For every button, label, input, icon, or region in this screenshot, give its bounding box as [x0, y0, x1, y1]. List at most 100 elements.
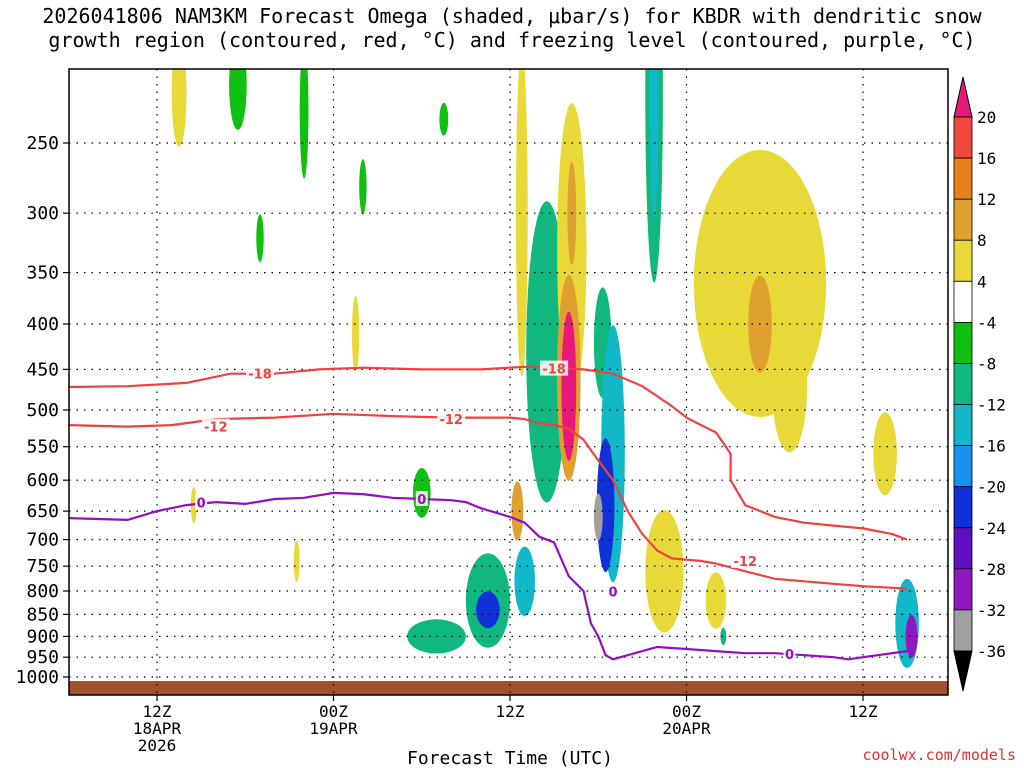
colorbar-top-arrow: [953, 76, 973, 118]
contour-0-label-bg-1: [195, 494, 208, 510]
contour-0-label-bg-2: [415, 491, 428, 506]
x-axis-label: Forecast Time (UTC): [407, 748, 613, 768]
colorbar-segment-2: [953, 157, 973, 200]
y-tick-label-750: 750: [26, 556, 59, 577]
y-tick-label-550: 550: [26, 437, 59, 458]
contour-0-label-3: 0: [608, 586, 617, 601]
colorbar-label-5: 4: [977, 272, 987, 291]
contour--18-line: [69, 365, 908, 541]
y-tick-label-500: 500: [26, 400, 59, 421]
y-tick-label-300: 300: [26, 203, 59, 224]
chart-title-line-1: 2026041806 NAM3KM Forecast Omega (shaded…: [42, 4, 982, 28]
colorbar-segment-8: [953, 404, 973, 446]
x-tick-label-42-1: 00Z: [672, 702, 701, 721]
y-tick-label-900: 900: [26, 626, 59, 647]
omega-shade-ascent-right-edge-core: [905, 615, 918, 658]
omega-shade-ascent-upper-right-core: [649, 69, 659, 221]
y-tick-label-600: 600: [26, 470, 59, 491]
contour-0-label-bg-3: [607, 583, 619, 599]
omega-shade-weak-ascent-upper-2: [256, 214, 264, 263]
credit-text: coolwx.com/models: [862, 746, 1016, 764]
x-tick-label-18-1: 00Z: [319, 702, 348, 721]
omega-shade-descent-right-mid: [771, 320, 808, 453]
pressure-axis: 2503003504004505005506006507007508008509…: [16, 133, 69, 688]
x-tick-label-30-1: 12Z: [496, 702, 525, 721]
contour--12-label-2: -12: [439, 413, 463, 428]
colorbar-segment-10: [953, 486, 973, 529]
omega-shade-ascent-low-left-core: [476, 591, 500, 629]
colorbar-segment-7: [953, 363, 973, 405]
colorbar-label-7: -8: [977, 355, 996, 374]
chart-title: 2026041806 NAM3KM Forecast Omega (shaded…: [0, 4, 1024, 52]
y-tick-label-400: 400: [26, 314, 59, 335]
contour--12-label-bg-2: [437, 411, 466, 427]
omega-shading: [171, 69, 919, 668]
contour--18-label-bg-1: [246, 365, 274, 381]
contour-0-line: [69, 491, 908, 661]
colorbar-label-14: -36: [977, 642, 1006, 661]
x-tick-label-42-2: 20APR: [662, 719, 711, 738]
y-tick-label-250: 250: [26, 133, 59, 154]
contour-0-label-4: 0: [785, 648, 794, 663]
colorbar-segment-3: [953, 198, 973, 241]
omega-shade-ascent-main-left: [526, 201, 568, 503]
colorbar-label-13: -32: [977, 601, 1006, 620]
colorbar-label-4: 8: [977, 231, 987, 250]
colorbar-segment-1: [953, 116, 973, 159]
colorbar-segment-5: [953, 280, 973, 323]
colorbar-label-12: -28: [977, 560, 1006, 579]
omega-shade-descent-lower-right-2: [705, 572, 727, 629]
contour--18-label-bg-2: [540, 360, 569, 376]
y-tick-label-850: 850: [26, 604, 59, 625]
omega-shade-weak-ascent-top-left: [229, 69, 247, 130]
y-tick-label-650: 650: [26, 501, 59, 522]
contour-0-label-bg-4: [783, 646, 796, 661]
omega-shade-ascent-right-max: [593, 493, 603, 541]
y-tick-label-950: 950: [26, 647, 59, 668]
plot-frame: [68, 68, 949, 696]
omega-shade-descent-isolated-mid: [293, 540, 300, 582]
colorbar-label-9: -16: [977, 437, 1006, 456]
contour--12-label-1: -12: [204, 421, 228, 436]
colorbar-label-11: -24: [977, 519, 1006, 538]
y-tick-label-800: 800: [26, 581, 59, 602]
y-tick-label-700: 700: [26, 530, 59, 551]
colorbar-label-2: 16: [977, 149, 996, 168]
x-tick-label-6-3: 2026: [138, 736, 177, 755]
x-tick-label-18-2: 19APR: [309, 719, 358, 738]
temperature-contours: -18 -18 -12 -12 -12 0 0 0 0: [69, 360, 908, 663]
ground-surface: [69, 681, 948, 695]
omega-shade-weak-ascent-upper: [359, 159, 367, 215]
colorbar-bottom-arrow: [953, 650, 973, 692]
omega-shade-ascent-right-core: [596, 438, 615, 572]
contour--18-label-1: -18: [248, 368, 272, 383]
colorbar-label-8: -12: [977, 396, 1006, 415]
contour--12-label-bg-3: [731, 553, 760, 568]
chart-title-line-2: growth region (contoured, red, °C) and f…: [48, 28, 976, 52]
colorbar-label-3: 12: [977, 190, 996, 209]
colorbar-segment-4: [953, 239, 973, 282]
y-tick-label-350: 350: [26, 263, 59, 284]
omega-shade-ascent-low-mid: [514, 546, 535, 616]
omega-shade-descent-core-max: [561, 311, 577, 461]
y-tick-label-450: 450: [26, 359, 59, 380]
colorbar-label-10: -20: [977, 478, 1006, 497]
omega-colorbar: 20 16 12 8 4 -4 -8 -12 -16 -20 -24 -28 -32 -36: [953, 76, 1006, 692]
omega-shade-descent-right-edge: [873, 412, 897, 496]
colorbar-segment-9: [953, 445, 973, 488]
colorbar-label-6: -4: [977, 313, 996, 332]
omega-shade-descent-main-upper: [515, 69, 528, 377]
omega-shade-descent-lower-right: [645, 510, 684, 633]
y-tick-label-1000: 1000: [16, 667, 59, 688]
contour--12-line: [69, 412, 908, 590]
x-tick-label-54-1: 12Z: [849, 702, 878, 721]
colorbar-label-1: 20: [977, 108, 996, 127]
contour--12-label-bg-1: [201, 418, 230, 434]
omega-shade-weak-descent-top-left: [171, 69, 187, 147]
contour--12-label-3: -12: [734, 555, 758, 570]
colorbar-segment-12: [953, 568, 973, 611]
omega-shade-weak-ascent-upper-3: [439, 102, 449, 136]
colorbar-segment-6: [953, 321, 973, 364]
